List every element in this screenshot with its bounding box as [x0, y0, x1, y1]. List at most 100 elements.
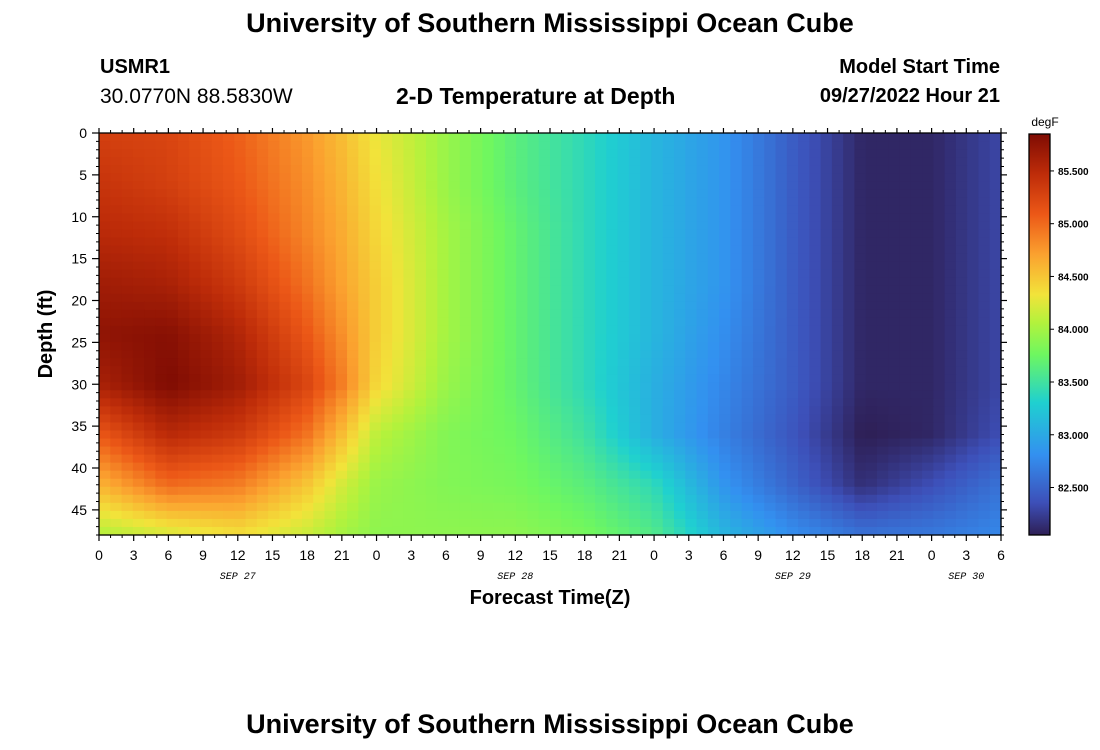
heatmap-cell: [910, 165, 923, 174]
heatmap-cell: [876, 245, 889, 255]
heatmap-cell: [617, 213, 630, 223]
heatmap-cell: [606, 390, 619, 399]
heatmap-cell: [448, 486, 461, 496]
heatmap-cell: [504, 309, 517, 319]
heatmap-cell: [324, 173, 337, 182]
heatmap-cell: [707, 157, 720, 166]
heatmap-cell: [922, 414, 934, 424]
heatmap-cell: [358, 269, 371, 279]
heatmap-cell: [369, 414, 382, 424]
heatmap-cell: [865, 430, 878, 440]
heatmap-cell: [155, 486, 168, 496]
heatmap-cell: [268, 334, 281, 343]
heatmap-cell: [843, 430, 856, 440]
heatmap-cell: [279, 269, 292, 279]
heatmap-cell: [888, 430, 901, 440]
heatmap-cell: [707, 221, 720, 231]
heatmap-cell: [876, 157, 889, 166]
heatmap-cell: [144, 317, 156, 327]
heatmap-cell: [290, 301, 303, 311]
date-label: SEP 28: [497, 572, 533, 583]
heatmap-cell: [876, 406, 889, 415]
heatmap-cell: [854, 334, 867, 343]
heatmap-cell: [854, 325, 867, 335]
heatmap-cell: [978, 398, 991, 407]
heatmap-cell: [290, 382, 303, 391]
heatmap-cell: [110, 269, 123, 279]
heatmap-cell: [572, 181, 585, 190]
heatmap-cell: [843, 157, 856, 166]
x-tick-label: 3: [962, 547, 970, 563]
heatmap-cell: [177, 157, 190, 166]
heatmap-cell: [831, 486, 844, 496]
heatmap-cell: [786, 149, 799, 158]
heatmap-cell: [617, 229, 630, 239]
heatmap-cell: [730, 414, 743, 424]
heatmap-cell: [662, 510, 675, 520]
station-id: USMR1: [100, 56, 171, 78]
heatmap-cell: [223, 422, 235, 432]
heatmap-cell: [403, 253, 416, 263]
heatmap-cell: [268, 245, 281, 255]
heatmap-cell: [155, 342, 168, 351]
heatmap-cell: [155, 446, 168, 456]
heatmap-cell: [177, 334, 190, 343]
heatmap-cell: [967, 157, 980, 166]
heatmap-cell: [471, 390, 483, 399]
heatmap-cell: [606, 165, 619, 174]
heatmap-cell: [301, 462, 314, 472]
heatmap-cell: [132, 149, 145, 158]
heatmap-cell: [662, 173, 675, 182]
heatmap-cell: [561, 237, 574, 247]
heatmap-cell: [876, 181, 889, 190]
heatmap-cell: [110, 382, 123, 391]
heatmap-cell: [324, 430, 337, 440]
heatmap-cell: [831, 157, 844, 166]
heatmap-cell: [674, 213, 686, 223]
heatmap-cell: [301, 342, 314, 351]
heatmap-cell: [144, 358, 156, 367]
heatmap-cell: [628, 269, 641, 279]
heatmap-cell: [538, 406, 551, 415]
heatmap-cell: [967, 366, 980, 375]
heatmap-cell: [696, 189, 709, 198]
heatmap-cell: [504, 414, 517, 424]
heatmap-cell: [301, 494, 314, 504]
heatmap-cell: [730, 390, 743, 399]
heatmap-cell: [200, 229, 213, 239]
heatmap-cell: [155, 325, 168, 335]
heatmap-cell: [662, 358, 675, 367]
heatmap-cell: [504, 502, 517, 512]
heatmap-cell: [256, 478, 269, 488]
heatmap-cell: [234, 309, 247, 319]
heatmap-cell: [944, 470, 957, 480]
heatmap-cell: [933, 350, 946, 359]
heatmap-cell: [798, 261, 810, 271]
heatmap-cell: [572, 173, 585, 182]
heatmap-cell: [628, 309, 641, 319]
heatmap-cell: [899, 189, 912, 198]
heatmap-cell: [651, 165, 664, 174]
x-tick-label: 12: [230, 547, 246, 563]
heatmap-cell: [572, 269, 585, 279]
heatmap-cell: [583, 414, 596, 424]
heatmap-cell: [369, 494, 382, 504]
heatmap-cell: [144, 293, 156, 303]
heatmap-cell: [392, 470, 405, 480]
heatmap-cell: [459, 494, 472, 504]
heatmap-cell: [978, 526, 991, 536]
heatmap-cell: [504, 213, 517, 223]
heatmap-cell: [809, 285, 822, 295]
heatmap-cell: [110, 317, 123, 327]
heatmap-cell: [335, 502, 348, 512]
heatmap-cell: [211, 358, 224, 367]
heatmap-cell: [888, 446, 901, 456]
heatmap-cell: [685, 414, 698, 424]
heatmap-cell: [876, 165, 889, 174]
heatmap-cell: [290, 494, 303, 504]
heatmap-cell: [854, 526, 867, 536]
heatmap-cell: [978, 237, 991, 247]
heatmap-cell: [516, 293, 529, 303]
heatmap-cell: [471, 374, 483, 383]
heatmap-cell: [301, 382, 314, 391]
